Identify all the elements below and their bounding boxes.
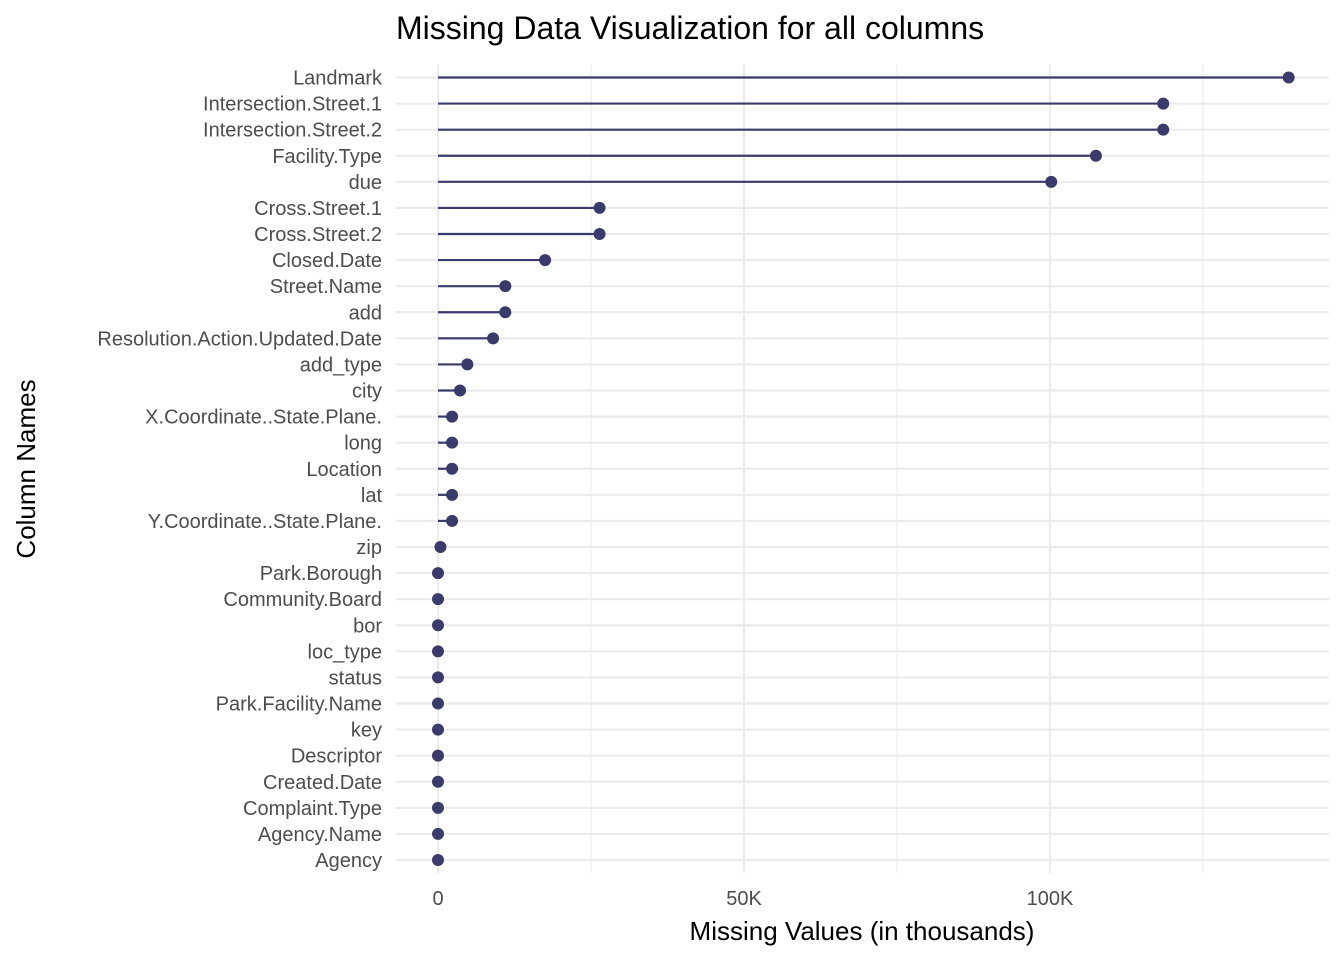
x-tick-label: 100K xyxy=(1027,888,1074,910)
y-tick-label: Park.Borough xyxy=(260,563,382,585)
lollipop-dot xyxy=(593,228,606,240)
x-axis-title: Missing Values (in thousands) xyxy=(690,916,1035,946)
y-tick-label: lat xyxy=(361,485,383,507)
lollipop-dot xyxy=(454,384,467,397)
grid xyxy=(396,64,1329,873)
y-tick-label: bor xyxy=(353,615,382,637)
y-tick-label: add_type xyxy=(300,354,382,376)
lollipop-dot xyxy=(432,697,444,710)
y-axis-title: Column Names xyxy=(11,379,41,558)
y-tick-labels: Landmark Intersection.Street.1 Intersectio… xyxy=(97,68,383,873)
lollipop-dot xyxy=(432,671,444,684)
y-tick-label: Cross.Street.1 xyxy=(254,198,382,220)
lollipop-dots xyxy=(432,71,1295,866)
lollipop-dot xyxy=(1045,175,1058,188)
lollipop-dot xyxy=(446,462,459,475)
lollipop-dot xyxy=(1157,97,1170,110)
lollipop-dot xyxy=(432,827,444,840)
lollipop-dot xyxy=(432,619,444,632)
y-tick-label: Intersection.Street.2 xyxy=(203,120,382,142)
y-tick-label: Landmark xyxy=(293,68,383,90)
y-tick-label: Agency xyxy=(315,850,382,872)
lollipop-dot xyxy=(432,645,444,658)
y-tick-label: add xyxy=(349,302,382,324)
y-tick-label: Location xyxy=(306,459,382,481)
x-tick-labels: 0 50K 100K xyxy=(432,888,1074,910)
lollipop-dot xyxy=(432,749,444,762)
y-tick-label: long xyxy=(344,433,382,455)
lollipop-stems xyxy=(438,76,1289,549)
lollipop-dot xyxy=(432,775,444,788)
y-tick-label: Street.Name xyxy=(270,276,382,298)
lollipop-dot xyxy=(432,593,444,606)
lollipop-dot xyxy=(461,358,474,371)
lollipop-dot xyxy=(593,201,606,214)
chart-title: Missing Data Visualization for all colum… xyxy=(396,10,984,46)
lollipop-dot xyxy=(499,280,512,293)
lollipop-dot xyxy=(446,488,459,501)
lollipop-dot xyxy=(432,567,444,580)
y-tick-label: Complaint.Type xyxy=(243,798,382,820)
lollipop-dot xyxy=(487,332,500,345)
y-tick-label: Park.Facility.Name xyxy=(216,694,382,716)
lollipop-dot xyxy=(499,306,512,319)
y-tick-label: status xyxy=(329,667,382,689)
lollipop-dot xyxy=(434,541,447,553)
y-tick-label: due xyxy=(349,172,382,194)
y-tick-label: Agency.Name xyxy=(258,824,382,846)
lollipop-dot xyxy=(1089,149,1102,162)
y-tick-label: key xyxy=(351,720,382,742)
lollipop-dot xyxy=(446,410,459,423)
y-tick-label: loc_type xyxy=(308,641,383,663)
lollipop-dot xyxy=(432,801,444,814)
y-tick-label: Resolution.Action.Updated.Date xyxy=(97,328,382,350)
y-tick-label: Community.Board xyxy=(223,589,382,611)
lollipop-dot xyxy=(432,854,444,866)
y-tick-label: Facility.Type xyxy=(272,146,382,168)
lollipop-dot xyxy=(446,514,459,527)
y-tick-label: Created.Date xyxy=(263,772,382,794)
lollipop-dot xyxy=(539,254,552,267)
y-tick-label: zip xyxy=(356,537,382,559)
y-tick-label: Cross.Street.2 xyxy=(254,224,382,246)
y-tick-label: Intersection.Street.1 xyxy=(203,94,382,116)
y-tick-label: city xyxy=(352,381,382,403)
y-tick-label: X.Coordinate..State.Plane. xyxy=(145,407,382,429)
y-tick-label: Y.Coordinate..State.Plane. xyxy=(148,511,382,533)
lollipop-dot xyxy=(1157,123,1170,136)
x-tick-label: 50K xyxy=(726,888,762,910)
y-tick-label: Closed.Date xyxy=(272,250,382,272)
lollipop-dot xyxy=(432,723,444,736)
y-tick-label: Descriptor xyxy=(291,746,382,768)
lollipop-dot xyxy=(446,436,459,449)
x-tick-label: 0 xyxy=(432,888,443,910)
lollipop-dot xyxy=(1282,71,1295,84)
